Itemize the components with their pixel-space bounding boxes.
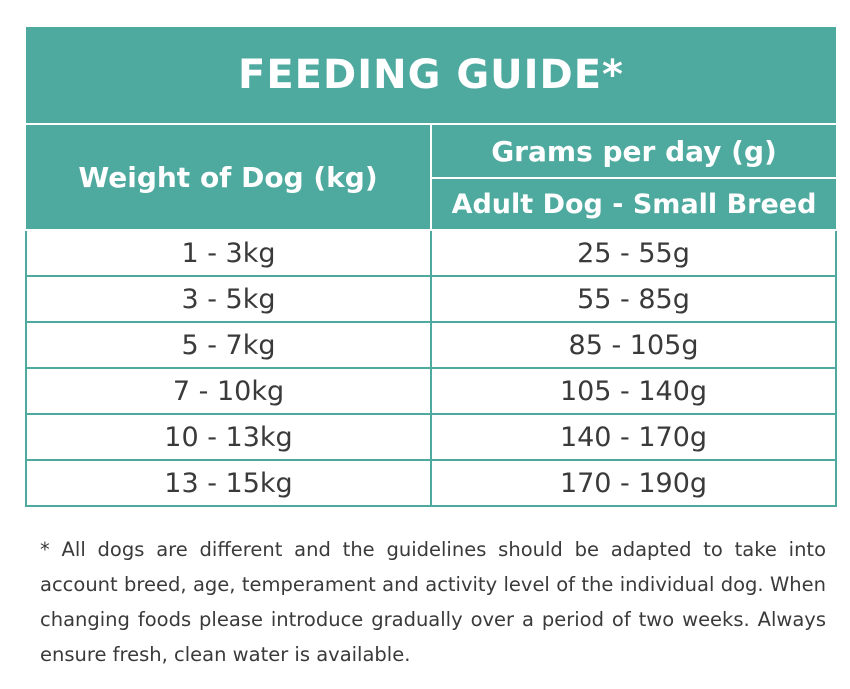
weight-column-header: Weight of Dog (kg) [26,123,432,231]
weight-cell: 10 - 13kg [25,413,432,461]
grams-cell: 140 - 170g [430,413,837,461]
table-title: FEEDING GUIDE* [26,27,836,125]
grams-column-header: Grams per day (g) [430,123,836,179]
footnote: * All dogs are different and the guideli… [40,538,826,666]
table-row: 3 - 5kg 55 - 85g [25,275,837,323]
feeding-guide-table: FEEDING GUIDE* Weight of Dog (kg) Grams … [25,27,837,507]
weight-cell: 13 - 15kg [25,459,432,507]
subheader-row: Adult Dog - Small Breed [26,177,836,231]
grams-cell: 55 - 85g [430,275,837,323]
grams-cell: 85 - 105g [430,321,837,369]
breed-column-header: Adult Dog - Small Breed [430,177,836,231]
weight-cell: 3 - 5kg [25,275,432,323]
table-row: 5 - 7kg 85 - 105g [25,321,837,369]
weight-cell: 5 - 7kg [25,321,432,369]
title-row: FEEDING GUIDE* [26,27,836,125]
weight-cell: 1 - 3kg [25,229,432,277]
grams-cell: 25 - 55g [430,229,837,277]
table-row: 1 - 3kg 25 - 55g [25,229,837,277]
table-row: 7 - 10kg 105 - 140g [25,367,837,415]
weight-cell: 7 - 10kg [25,367,432,415]
grams-cell: 170 - 190g [430,459,837,507]
table-row: 10 - 13kg 140 - 170g [25,413,837,461]
table-row: 13 - 15kg 170 - 190g [25,459,837,507]
header-row: Weight of Dog (kg) Grams per day (g) [26,123,836,231]
grams-cell: 105 - 140g [430,367,837,415]
